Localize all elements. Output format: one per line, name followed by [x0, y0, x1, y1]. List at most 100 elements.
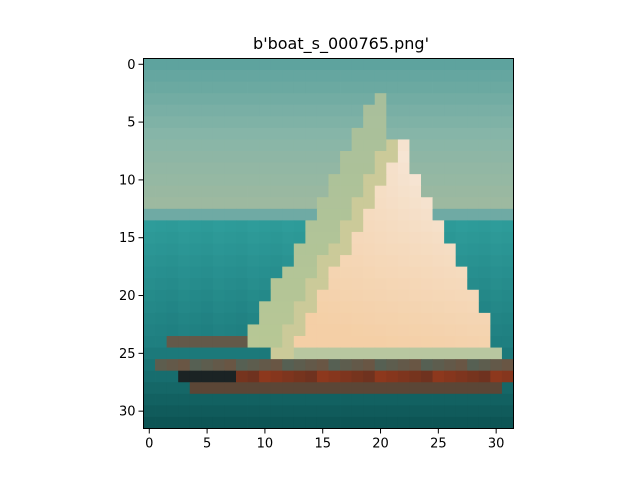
- image-pixel: [409, 81, 422, 94]
- image-pixel: [270, 231, 283, 244]
- image-pixel: [224, 93, 237, 106]
- image-pixel: [363, 278, 376, 291]
- image-pixel: [178, 220, 191, 233]
- image-pixel: [340, 116, 353, 129]
- image-pixel: [282, 185, 295, 198]
- image-pixel: [467, 93, 480, 106]
- image-pixel: [340, 278, 353, 291]
- image-pixel: [143, 162, 156, 175]
- image-pixel: [189, 278, 202, 291]
- image-pixel: [259, 370, 272, 383]
- image-pixel: [282, 266, 295, 279]
- image-pixel: [328, 382, 341, 395]
- image-pixel: [478, 151, 491, 163]
- image-pixel: [189, 255, 202, 268]
- image-pixel: [166, 185, 179, 198]
- image-pixel: [178, 370, 191, 383]
- image-pixel: [178, 185, 191, 198]
- image-pixel: [166, 416, 179, 429]
- image-pixel: [201, 393, 214, 406]
- image-pixel: [351, 174, 364, 187]
- image-pixel: [201, 324, 214, 337]
- y-axis-ticks: 0 5 10 15 20 25 30: [119, 58, 144, 420]
- image-pixel: [501, 255, 514, 268]
- image-pixel: [467, 185, 480, 198]
- image-pixel: [421, 370, 433, 383]
- image-pixel: [397, 289, 410, 302]
- image-pixel: [155, 231, 168, 244]
- image-pixel: [189, 208, 202, 221]
- image-pixel: [374, 382, 387, 395]
- image-pixel: [421, 382, 433, 395]
- image-pixel: [328, 116, 341, 129]
- image-pixel: [374, 393, 387, 406]
- image-pixel: [328, 58, 341, 71]
- image-pixel: [305, 58, 318, 71]
- image-pixel: [351, 116, 364, 129]
- image-pixel: [374, 220, 387, 233]
- image-pixel: [455, 312, 468, 325]
- image-pixel: [340, 324, 353, 337]
- x-tick-label: 0: [145, 437, 153, 452]
- image-pixel: [432, 301, 445, 314]
- image-pixel: [270, 278, 283, 291]
- image-pixel: [421, 255, 433, 268]
- image-pixel: [247, 301, 260, 314]
- image-pixel: [155, 301, 168, 314]
- image-pixel: [155, 243, 168, 256]
- image-pixel: [316, 70, 329, 83]
- image-pixel: [189, 58, 202, 71]
- image-pixel: [351, 185, 364, 198]
- image-pixel: [155, 58, 168, 71]
- image-pixel: [409, 312, 422, 325]
- image-pixel: [293, 116, 306, 129]
- image-pixel: [467, 231, 480, 244]
- image-pixel: [178, 139, 191, 152]
- image-pixel: [363, 324, 376, 337]
- image-pixel: [409, 359, 422, 372]
- image-pixel: [259, 58, 272, 71]
- image-pixel: [455, 174, 468, 187]
- image-pixel: [351, 70, 364, 83]
- image-pixel: [421, 243, 433, 256]
- image-pixel: [421, 405, 433, 418]
- image-pixel: [351, 336, 364, 348]
- image-pixel: [166, 174, 179, 187]
- image-pixel: [328, 416, 341, 429]
- image-pixel: [201, 116, 214, 129]
- image-pixel: [212, 359, 225, 372]
- image-pixel: [282, 208, 295, 221]
- image-pixel: [305, 127, 318, 140]
- image-pixel: [374, 70, 387, 83]
- image-pixel: [247, 93, 260, 106]
- image-pixel: [467, 278, 480, 291]
- image-pixel: [270, 104, 283, 117]
- image-pixel: [467, 162, 480, 175]
- image-pixel: [444, 174, 457, 187]
- image-pixel: [363, 197, 376, 210]
- image-pixel: [328, 243, 341, 256]
- image-pixel: [224, 220, 237, 233]
- image-pixel: [444, 393, 457, 406]
- image-pixel: [143, 243, 156, 256]
- image-pixel: [201, 405, 214, 418]
- image-pixel: [421, 278, 433, 291]
- image-pixel: [305, 197, 318, 210]
- image-pixel: [282, 116, 295, 129]
- image-pixel: [155, 405, 168, 418]
- image-pixel: [247, 416, 260, 429]
- image-pixel: [409, 162, 422, 175]
- image-pixel: [212, 185, 225, 198]
- image-pixel: [224, 81, 237, 94]
- image-pixel: [236, 243, 248, 256]
- image-pixel: [421, 347, 433, 360]
- image-pixel: [282, 347, 295, 360]
- image-pixel: [409, 243, 422, 256]
- image-pixel: [467, 347, 480, 360]
- image-pixel: [224, 208, 237, 221]
- image-pixel: [328, 70, 341, 83]
- image-pixel: [490, 127, 503, 140]
- image-pixel: [490, 416, 503, 429]
- image-pixel: [478, 243, 491, 256]
- image-pixel: [212, 347, 225, 360]
